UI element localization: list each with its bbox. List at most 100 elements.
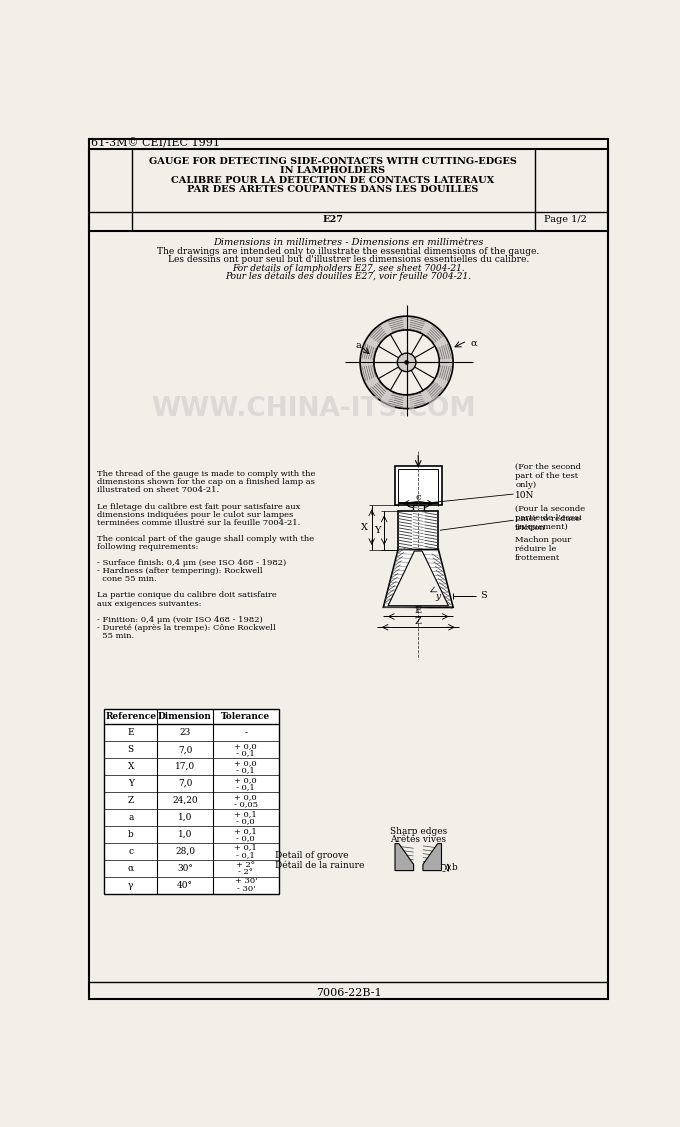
Text: Z: Z xyxy=(128,796,134,805)
Text: 1,0: 1,0 xyxy=(177,813,192,822)
Text: Dimensions in millimetres - Dimensions en millimètres: Dimensions in millimetres - Dimensions e… xyxy=(214,238,483,247)
Text: S: S xyxy=(480,592,487,601)
Text: Détail de la rainure: Détail de la rainure xyxy=(275,861,364,870)
Polygon shape xyxy=(384,550,453,607)
Text: - 0,05: - 0,05 xyxy=(234,800,258,808)
Text: c: c xyxy=(415,492,421,502)
Text: + 0,1: + 0,1 xyxy=(235,809,257,818)
Text: + 30': + 30' xyxy=(235,878,257,886)
Text: Z: Z xyxy=(415,616,422,625)
Text: - 0,1: - 0,1 xyxy=(237,766,255,774)
Text: uniquement): uniquement) xyxy=(515,523,569,531)
Text: 61-3M© CEI/IEC 1991: 61-3M© CEI/IEC 1991 xyxy=(91,139,220,149)
Text: + 2°: + 2° xyxy=(237,861,255,869)
Text: 7006-22B-1: 7006-22B-1 xyxy=(316,988,381,999)
Text: Machon pour: Machon pour xyxy=(515,535,571,543)
Text: S: S xyxy=(128,745,134,754)
Text: + 0,0: + 0,0 xyxy=(235,742,257,749)
Text: Pour les détails des douilles E27, voir feuille 7004-21.: Pour les détails des douilles E27, voir … xyxy=(226,272,471,281)
Text: - Finition: 0,4 μm (voir ISO 468 - 1982): - Finition: 0,4 μm (voir ISO 468 - 1982) xyxy=(97,615,262,623)
Text: The conical part of the gauge shall comply with the: The conical part of the gauge shall comp… xyxy=(97,535,313,543)
Text: b: b xyxy=(452,863,458,872)
Text: Tolerance: Tolerance xyxy=(221,712,271,721)
Text: 17,0: 17,0 xyxy=(175,762,195,771)
Text: E27: E27 xyxy=(322,215,343,224)
Text: 30°: 30° xyxy=(177,863,193,872)
Text: X: X xyxy=(361,523,368,532)
Text: 1,0: 1,0 xyxy=(177,829,192,838)
Polygon shape xyxy=(388,551,449,605)
Text: a: a xyxy=(128,813,133,822)
Text: Detail of groove: Detail of groove xyxy=(275,851,348,860)
Text: + 0,0: + 0,0 xyxy=(235,775,257,784)
Text: 55 min.: 55 min. xyxy=(97,632,134,640)
Text: - 0,0: - 0,0 xyxy=(237,817,255,825)
Text: + 0,1: + 0,1 xyxy=(235,844,257,852)
Text: y: y xyxy=(435,592,441,601)
Text: - Hardness (after tempering): Rockwell: - Hardness (after tempering): Rockwell xyxy=(97,567,262,575)
Polygon shape xyxy=(395,844,413,870)
Text: E: E xyxy=(127,728,134,737)
Text: α: α xyxy=(470,339,477,348)
Bar xyxy=(398,511,439,550)
Text: - Dureté (après la trempe): Cône Rockwell: - Dureté (après la trempe): Cône Rockwel… xyxy=(97,624,275,632)
Text: - 0,0: - 0,0 xyxy=(237,834,255,842)
Text: (Pour la seconde: (Pour la seconde xyxy=(515,505,585,513)
Text: réduire le: réduire le xyxy=(515,544,556,553)
Text: Y: Y xyxy=(374,526,380,534)
Text: partie de l'essai: partie de l'essai xyxy=(515,514,582,522)
Text: only): only) xyxy=(515,481,537,489)
Text: Arêtes vives: Arêtes vives xyxy=(390,835,446,844)
Bar xyxy=(104,709,279,894)
Text: 10N: 10N xyxy=(515,491,534,500)
Text: For details of lampholders E27, see sheet 7004-21.: For details of lampholders E27, see shee… xyxy=(232,264,465,273)
Bar xyxy=(89,149,608,231)
Bar xyxy=(395,467,441,505)
Circle shape xyxy=(374,330,439,394)
Text: 40°: 40° xyxy=(177,880,193,889)
Text: The drawings are intended only to illustrate the essential dimensions of the gau: The drawings are intended only to illust… xyxy=(157,247,540,256)
Text: cone 55 min.: cone 55 min. xyxy=(97,575,156,584)
Text: Liner to reduce: Liner to reduce xyxy=(515,515,580,523)
Polygon shape xyxy=(423,844,441,870)
Text: E: E xyxy=(415,606,422,615)
Text: Le filetage du calibre est fait pour satisfaire aux: Le filetage du calibre est fait pour sat… xyxy=(97,503,300,511)
Text: c: c xyxy=(128,846,133,855)
Circle shape xyxy=(397,353,416,372)
Text: aux exigences suivantes:: aux exigences suivantes: xyxy=(97,600,201,607)
Text: dimensions shown for the cap on a finished lamp as: dimensions shown for the cap on a finish… xyxy=(97,478,314,486)
Text: 7,0: 7,0 xyxy=(177,745,192,754)
Text: (For the second: (For the second xyxy=(515,462,581,470)
Text: CALIBRE POUR LA DETECTION DE CONTACTS LATERAUX: CALIBRE POUR LA DETECTION DE CONTACTS LA… xyxy=(171,176,494,185)
Text: illustrated on sheet 7004-21.: illustrated on sheet 7004-21. xyxy=(97,487,219,495)
Text: a: a xyxy=(356,340,362,349)
Text: dimensions indiquées pour le culot sur lampes: dimensions indiquées pour le culot sur l… xyxy=(97,511,293,518)
Text: + 0,0: + 0,0 xyxy=(235,758,257,766)
Bar xyxy=(398,470,439,502)
Text: α: α xyxy=(128,863,134,872)
Text: + 0,1: + 0,1 xyxy=(235,827,257,835)
Text: La partie conique du calibre doit satisfaire: La partie conique du calibre doit satisf… xyxy=(97,592,276,600)
Text: - 2°: - 2° xyxy=(239,868,253,876)
Text: Y: Y xyxy=(128,779,134,788)
Text: The thread of the gauge is made to comply with the: The thread of the gauge is made to compl… xyxy=(97,470,315,478)
Text: - Surface finish: 0,4 μm (see ISO 468 - 1982): - Surface finish: 0,4 μm (see ISO 468 - … xyxy=(97,559,286,567)
Text: WWW.CHINA-ITS.COM: WWW.CHINA-ITS.COM xyxy=(152,396,476,421)
Text: GAUGE FOR DETECTING SIDE-CONTACTS WITH CUTTING-EDGES: GAUGE FOR DETECTING SIDE-CONTACTS WITH C… xyxy=(149,157,517,166)
Text: Dimension: Dimension xyxy=(158,712,212,721)
Text: - 0,1: - 0,1 xyxy=(237,851,255,859)
Circle shape xyxy=(405,361,409,364)
Text: 23: 23 xyxy=(180,728,190,737)
Text: Reference: Reference xyxy=(105,712,156,721)
Bar xyxy=(413,505,424,554)
Text: Sharp edges: Sharp edges xyxy=(390,827,447,836)
Text: PAR DES ARETES COUPANTES DANS LES DOUILLES: PAR DES ARETES COUPANTES DANS LES DOUILL… xyxy=(187,185,479,194)
Text: friction: friction xyxy=(515,524,546,532)
Text: terminées comme illustré sur la feuille 7004-21.: terminées comme illustré sur la feuille … xyxy=(97,518,300,526)
Text: part of the test: part of the test xyxy=(515,472,578,480)
Text: 28,0: 28,0 xyxy=(175,846,195,855)
Text: frottement: frottement xyxy=(515,554,560,562)
Text: + 0,0: + 0,0 xyxy=(235,792,257,801)
Text: X: X xyxy=(128,762,134,771)
Text: 24,20: 24,20 xyxy=(172,796,198,805)
